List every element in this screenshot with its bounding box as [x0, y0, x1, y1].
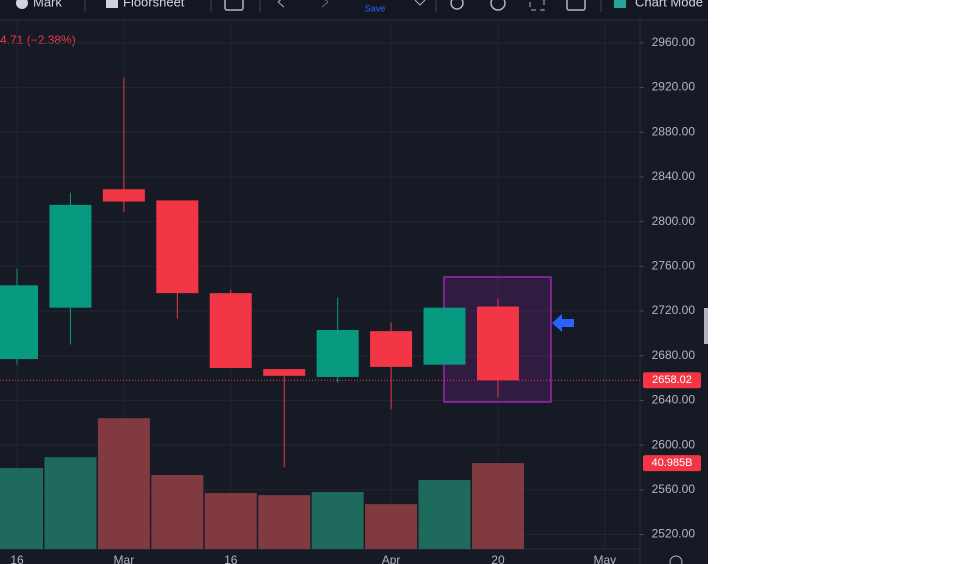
candle-body: [156, 200, 199, 294]
y-tick-label: 2840.00: [652, 169, 696, 183]
volume-bar: [97, 418, 150, 549]
y-tick-label: 2800.00: [652, 214, 696, 228]
y-tick-label: 2560.00: [652, 482, 696, 496]
candle-body: [423, 307, 466, 365]
x-tick-label: 16: [10, 553, 24, 564]
chart-mode-icon[interactable]: [614, 0, 626, 8]
mark-icon[interactable]: [16, 0, 28, 9]
volume-bar: [151, 475, 204, 549]
settings-button[interactable]: [490, 0, 506, 11]
settings-icon[interactable]: [669, 555, 683, 564]
layout-button[interactable]: [224, 0, 244, 11]
y-tick-label: 2600.00: [652, 437, 696, 451]
candle-body: [316, 330, 359, 377]
toolbar-item[interactable]: Mark: [33, 0, 62, 9]
search-button[interactable]: [450, 0, 464, 10]
chart: Mark Floorsheet Save Chart Mode 4.71 (−2…: [0, 0, 708, 564]
toolbar-item[interactable]: Floorsheet: [123, 0, 185, 9]
y-tick-label: 2520.00: [652, 527, 696, 541]
volume-bar: [258, 495, 311, 549]
save-button[interactable]: Save: [365, 3, 386, 13]
volume-bar: [0, 468, 43, 549]
x-tick-label: May: [594, 553, 617, 564]
volume-label: 40.985B: [652, 457, 693, 469]
candle-body: [370, 331, 413, 367]
screenshot-button[interactable]: [566, 0, 586, 11]
x-tick-label: 20: [491, 553, 505, 564]
candle-body: [476, 306, 519, 381]
volume-bar: [204, 493, 257, 549]
candle-body: [0, 285, 38, 360]
volume-badge: [643, 455, 701, 472]
toolbar-item[interactable]: Chart Mode: [635, 0, 703, 9]
y-tick-label: 2960.00: [652, 35, 696, 49]
volume-bar: [365, 504, 418, 549]
last-price-label: 2658.02: [652, 374, 692, 386]
candle-body: [49, 204, 92, 308]
undo-button[interactable]: [277, 0, 285, 8]
floorsheet-icon[interactable]: [106, 0, 118, 8]
volume-bar: [418, 480, 471, 549]
volume-bar: [311, 491, 364, 549]
redo-button[interactable]: [321, 0, 329, 8]
x-tick-label: Mar: [114, 553, 135, 564]
y-tick-label: 2720.00: [652, 303, 696, 317]
fullscreen-button[interactable]: [529, 0, 545, 11]
x-tick-label: 16: [224, 553, 238, 564]
toolbar: [0, 0, 708, 20]
candle-body: [209, 293, 252, 369]
candle-body: [102, 189, 145, 202]
x-tick-label: Apr: [382, 553, 401, 564]
y-tick-label: 2920.00: [652, 80, 696, 94]
price-change: 4.71 (−2.38%): [0, 33, 76, 47]
y-tick-label: 2680.00: [652, 348, 696, 362]
volume-bar: [471, 463, 524, 549]
arrow-marker[interactable]: [552, 314, 574, 332]
y-tick-label: 2880.00: [652, 124, 696, 138]
scroll-handle[interactable]: [704, 308, 708, 344]
candle-body: [263, 369, 306, 376]
volume-bar: [44, 457, 97, 549]
last-price-badge: [643, 372, 701, 389]
y-tick-label: 2760.00: [652, 259, 696, 273]
y-tick-label: 2640.00: [652, 393, 696, 407]
save-dropdown[interactable]: [414, 0, 426, 6]
